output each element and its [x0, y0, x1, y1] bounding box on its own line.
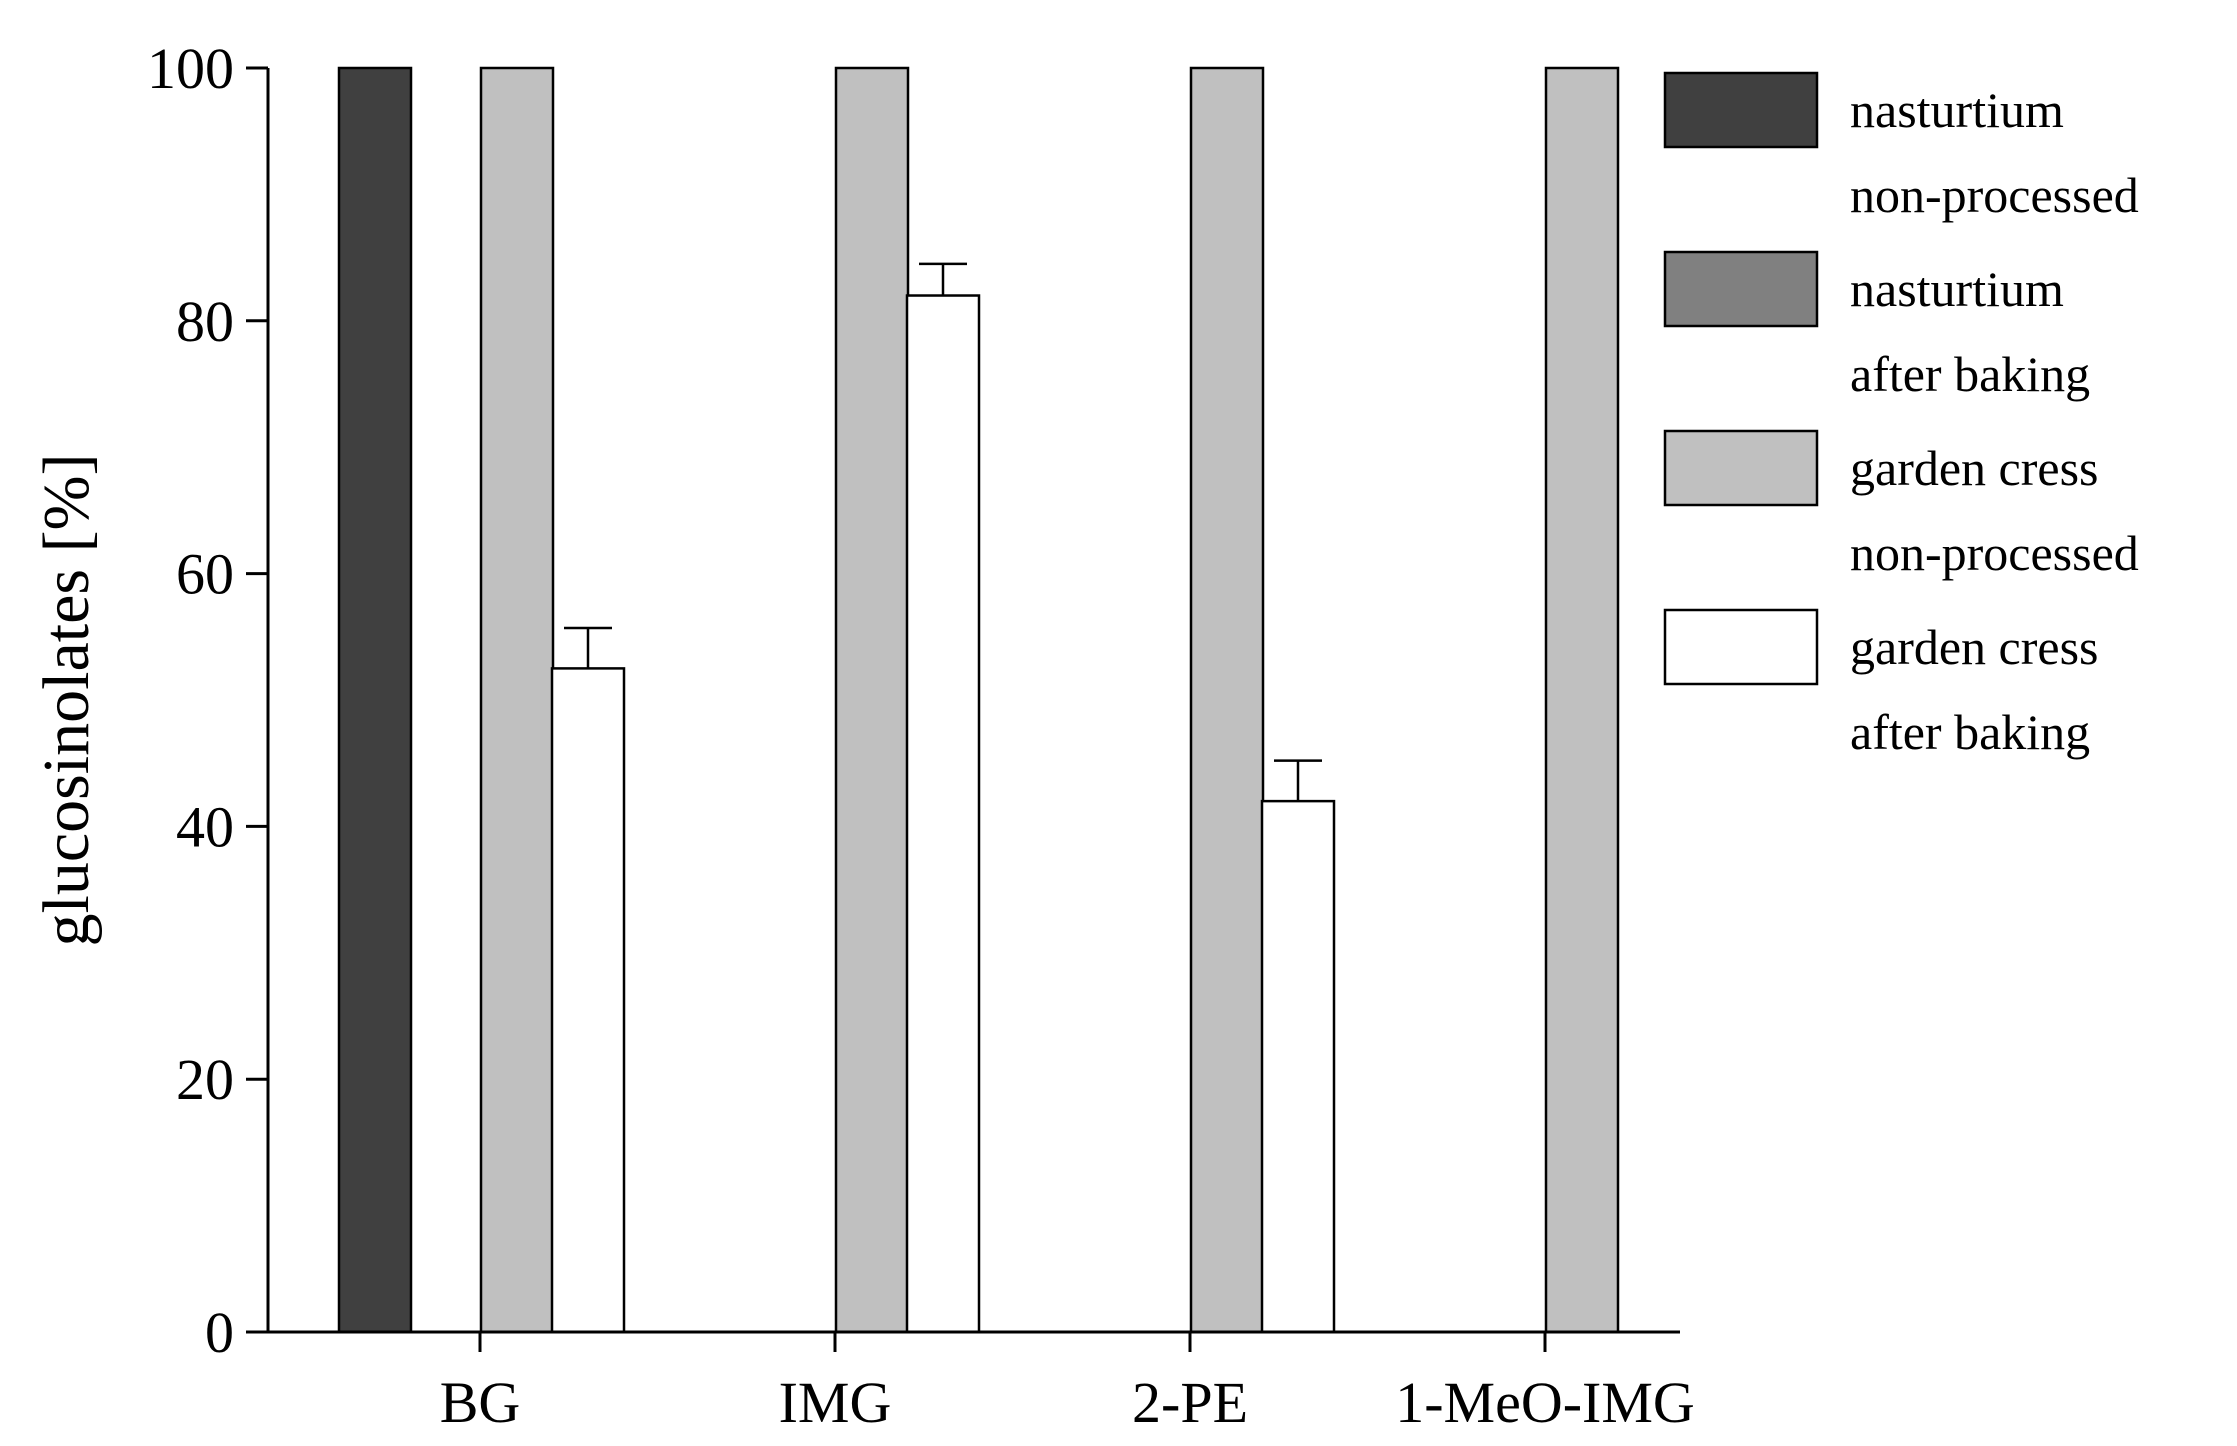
y-ticks-layer: 0 20 40 60 80 100	[147, 36, 268, 1365]
axes-layer	[246, 68, 1680, 1334]
legend-label: after baking	[1850, 704, 2090, 760]
legend-swatch	[1663, 429, 1819, 507]
bar	[550, 667, 626, 1334]
bar	[834, 66, 910, 1334]
bars-layer	[337, 66, 1620, 1334]
y-tick-label: 40	[176, 794, 234, 859]
y-tick-label: 80	[176, 289, 234, 354]
legend-swatch	[1663, 71, 1819, 149]
y-axis-title: glucosinolates [%]	[30, 453, 103, 946]
legend-label: nasturtium	[1850, 82, 2064, 138]
x-tick-label: BG	[440, 1370, 521, 1435]
x-tick-label: IMG	[779, 1370, 892, 1435]
bar	[479, 66, 555, 1334]
x-tick-label: 2-PE	[1132, 1370, 1248, 1435]
bar	[337, 66, 413, 1334]
error-bars-layer	[564, 262, 1322, 802]
legend-swatch	[1663, 250, 1819, 328]
legend: nasturtium non-processed nasturtium after b…	[1663, 71, 2139, 760]
y-tick-label: 0	[205, 1300, 234, 1365]
x-ticks-layer: BG IMG 2-PE 1-MeO-IMG	[440, 1332, 1695, 1435]
y-tick-label: 20	[176, 1047, 234, 1112]
y-tick-label: 100	[147, 36, 234, 101]
legend-label: after baking	[1850, 346, 2090, 402]
bar	[905, 294, 981, 1334]
legend-swatch	[1663, 608, 1819, 686]
legend-label: non-processed	[1850, 525, 2139, 581]
x-tick-label: 1-MeO-IMG	[1395, 1370, 1695, 1435]
bar	[1260, 799, 1336, 1334]
legend-label: garden cress	[1850, 440, 2099, 496]
legend-label: garden cress	[1850, 619, 2099, 675]
y-tick-label: 60	[176, 542, 234, 607]
bar	[1544, 66, 1620, 1334]
legend-label: non-processed	[1850, 167, 2139, 223]
bar	[1189, 66, 1265, 1334]
legend-label: nasturtium	[1850, 261, 2064, 317]
